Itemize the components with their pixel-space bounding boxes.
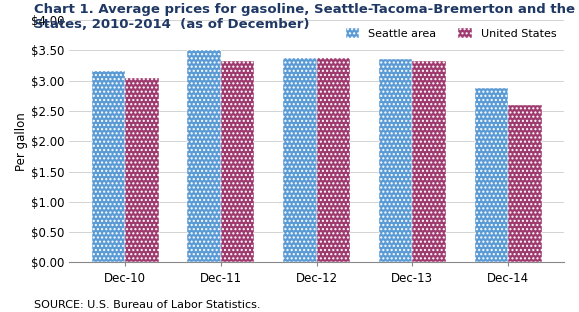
Y-axis label: Per gallon: Per gallon	[15, 112, 28, 171]
Bar	[188, 50, 221, 262]
Bar	[125, 78, 159, 262]
Bar	[91, 71, 125, 262]
Text: SOURCE: U.S. Bureau of Labor Statistics.: SOURCE: U.S. Bureau of Labor Statistics.	[34, 300, 261, 310]
Bar	[283, 58, 317, 262]
Bar	[379, 59, 412, 262]
Bar	[221, 61, 254, 262]
Legend: Seattle area, United States: Seattle area, United States	[343, 26, 558, 41]
Bar	[475, 88, 508, 262]
Bar	[412, 61, 446, 262]
Bar	[317, 58, 350, 262]
Bar	[508, 105, 541, 262]
Text: Chart 1. Average prices for gasoline, Seattle-Tacoma-Bremerton and the United
St: Chart 1. Average prices for gasoline, Se…	[34, 3, 579, 31]
